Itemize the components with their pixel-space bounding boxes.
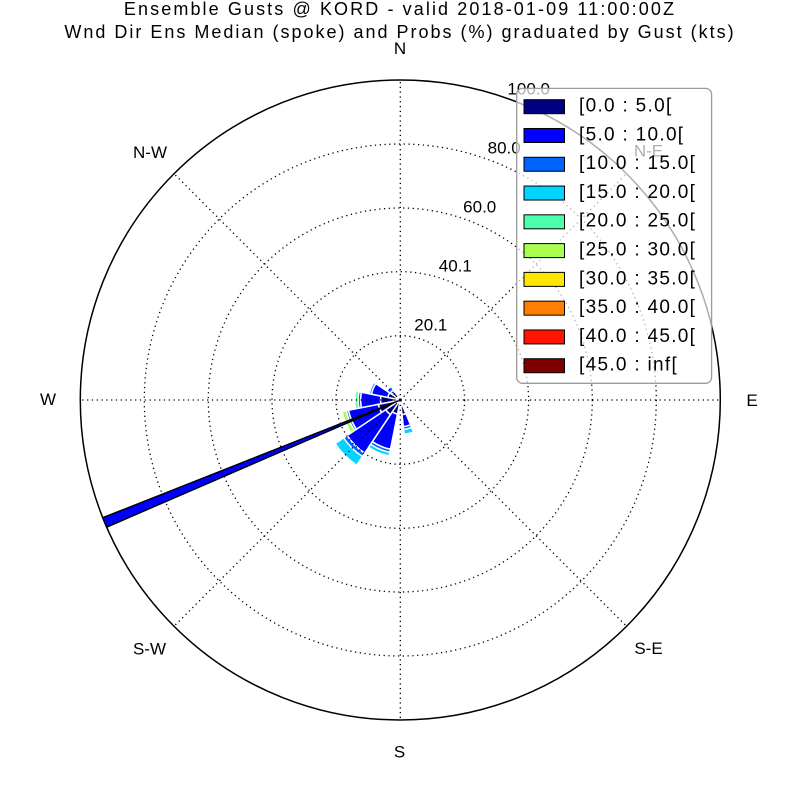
svg-text:[5.0 : 10.0[: [5.0 : 10.0[ — [579, 124, 684, 145]
svg-text:S: S — [394, 743, 405, 762]
svg-text:Ensemble Gusts @ KORD - valid: Ensemble Gusts @ KORD - valid 2018-01-09… — [124, 0, 676, 19]
svg-text:Wnd Dir Ens Median (spoke) and: Wnd Dir Ens Median (spoke) and Probs (%)… — [64, 22, 735, 42]
svg-text:N-W: N-W — [133, 143, 167, 162]
svg-text:40.1: 40.1 — [439, 257, 472, 276]
svg-text:[35.0 : 40.0[: [35.0 : 40.0[ — [579, 297, 696, 318]
svg-text:[40.0 : 45.0[: [40.0 : 45.0[ — [579, 326, 696, 347]
svg-text:S-E: S-E — [634, 639, 662, 658]
svg-text:[0.0 : 5.0[: [0.0 : 5.0[ — [579, 96, 673, 117]
svg-text:[25.0 : 30.0[: [25.0 : 30.0[ — [579, 240, 696, 261]
svg-text:[45.0 : inf[: [45.0 : inf[ — [579, 355, 678, 376]
svg-text:[10.0 : 15.0[: [10.0 : 15.0[ — [579, 153, 696, 174]
svg-text:E: E — [746, 391, 757, 410]
svg-text:[20.0 : 25.0[: [20.0 : 25.0[ — [579, 211, 696, 232]
svg-text:S-W: S-W — [133, 640, 166, 659]
svg-text:80.0: 80.0 — [488, 139, 521, 158]
svg-text:N: N — [394, 39, 406, 58]
svg-text:60.0: 60.0 — [463, 198, 496, 217]
svg-text:[30.0 : 35.0[: [30.0 : 35.0[ — [579, 268, 696, 289]
svg-text:[15.0 : 20.0[: [15.0 : 20.0[ — [579, 182, 696, 203]
svg-text:W: W — [40, 390, 56, 409]
svg-text:20.1: 20.1 — [414, 316, 447, 335]
